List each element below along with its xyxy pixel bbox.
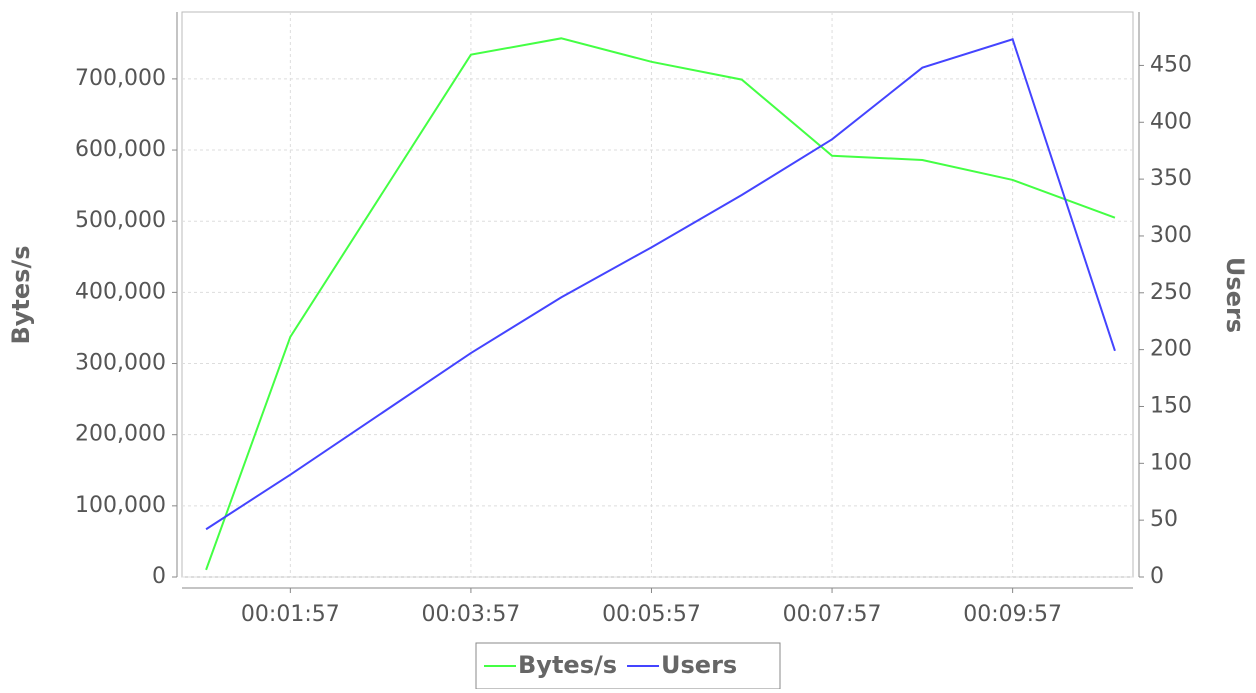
y2-tick-label: 100	[1150, 450, 1192, 475]
y-tick-label: 0	[152, 564, 166, 589]
y-tick-label: 500,000	[75, 208, 166, 233]
plot-area	[181, 11, 1134, 578]
y2-tick-label: 250	[1150, 280, 1192, 305]
y-tick-label: 600,000	[75, 137, 166, 162]
series-line	[205, 37, 1116, 571]
y-tick-label: 700,000	[75, 66, 166, 91]
y2-tick-label: 50	[1150, 507, 1178, 532]
y2-tick-label: 450	[1150, 52, 1192, 77]
y2-tick-label: 0	[1150, 564, 1164, 589]
series-line	[205, 38, 1116, 531]
x-tick-label: 00:03:57	[422, 602, 521, 627]
x-tick-label: 00:07:57	[783, 602, 882, 627]
y-tick-label: 400,000	[75, 279, 166, 304]
y2-tick-label: 350	[1150, 166, 1192, 191]
x-tick-label: 00:09:57	[963, 602, 1062, 627]
y-tick-label: 300,000	[75, 351, 166, 376]
x-tick-label: 00:01:57	[241, 602, 340, 627]
y2-tick-label: 150	[1150, 393, 1192, 418]
y2-tick-label: 400	[1150, 109, 1192, 134]
y2-tick-label: 200	[1150, 337, 1192, 362]
y-tick-label: 100,000	[75, 493, 166, 518]
y2-tick-label: 300	[1150, 223, 1192, 248]
legend-label: Bytes/s	[518, 651, 617, 679]
y-axis-label: Bytes/s	[7, 245, 35, 344]
y-tick-label: 200,000	[75, 422, 166, 447]
x-tick-label: 00:05:57	[602, 602, 701, 627]
legend-label: Users	[661, 651, 737, 679]
y2-axis-label: Users	[1221, 257, 1249, 333]
